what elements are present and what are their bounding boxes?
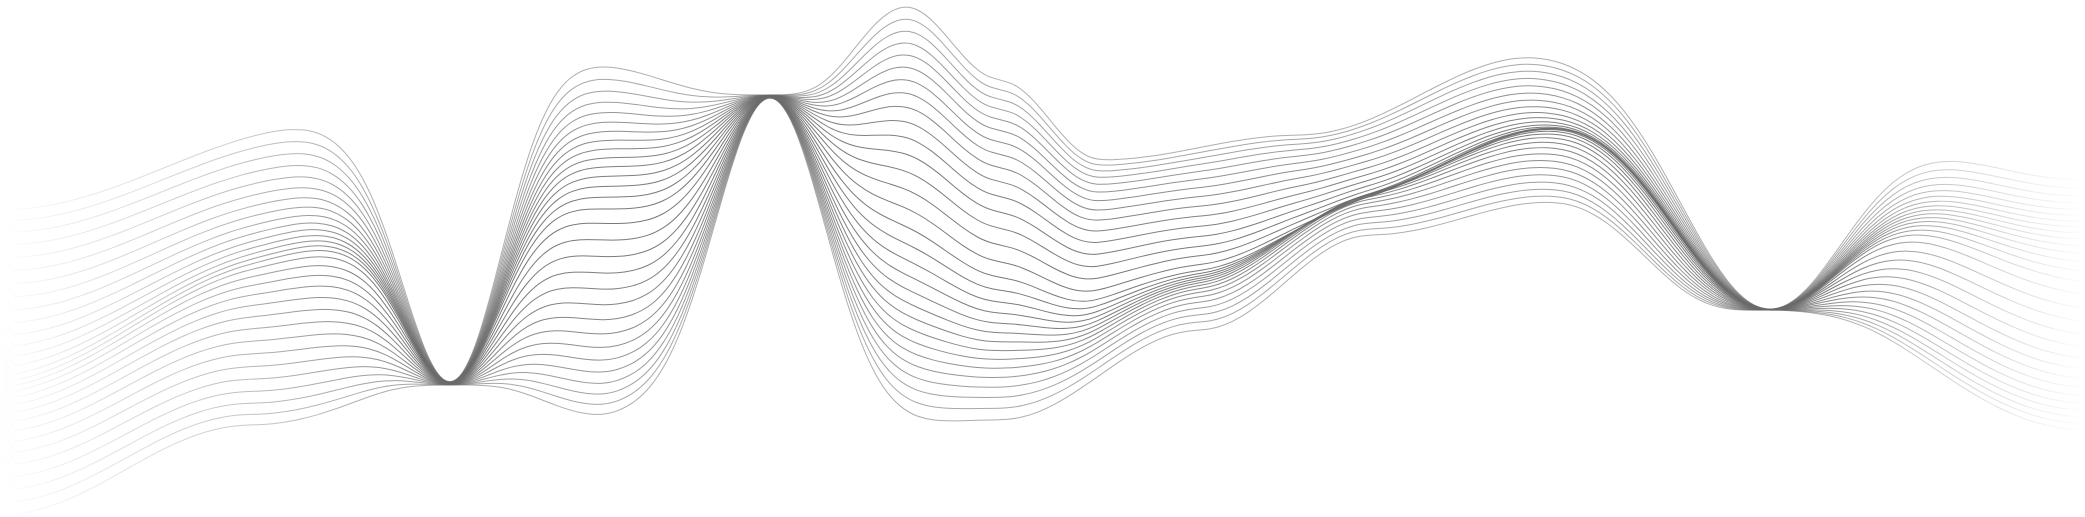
wave-artwork bbox=[0, 0, 2085, 517]
edge-fade-overlay bbox=[0, 0, 2085, 517]
wave-lines-graphic bbox=[0, 0, 2085, 517]
